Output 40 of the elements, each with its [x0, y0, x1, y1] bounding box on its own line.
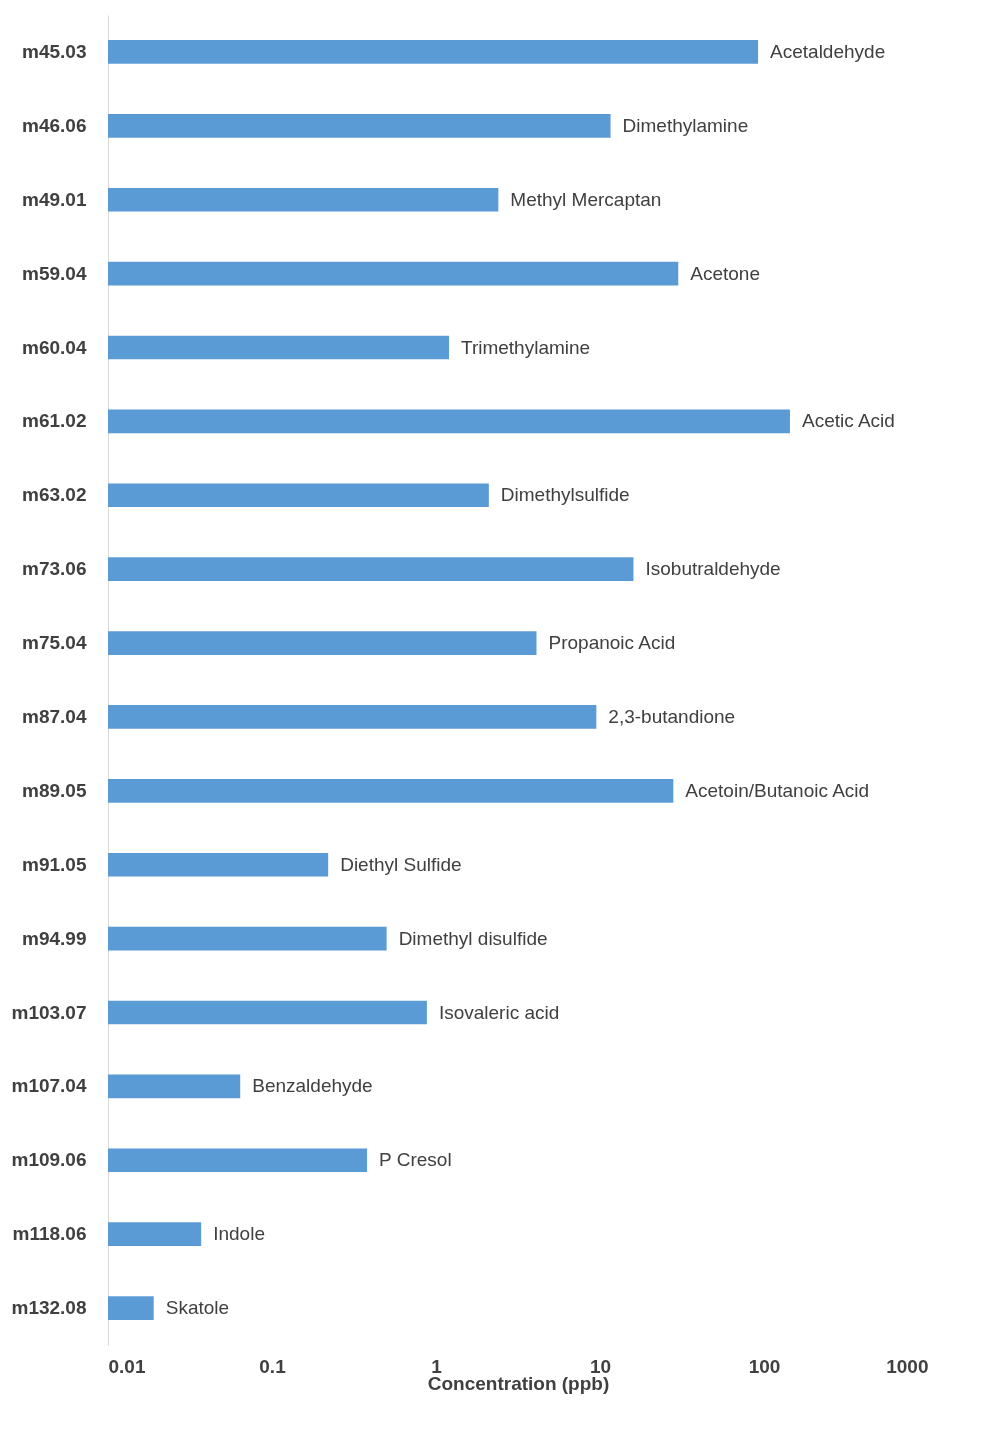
y-tick-label: m45.03 [22, 40, 87, 62]
y-tick-label: m89.05 [22, 779, 87, 801]
x-tick-label: 0.01 [108, 1355, 146, 1377]
y-tick-label: m75.04 [22, 632, 87, 654]
annotation: Indole [213, 1223, 265, 1245]
y-tick-label: m63.02 [22, 484, 87, 506]
y-tick-label: m107.04 [11, 1075, 87, 1097]
y-tick-label: m87.04 [22, 705, 87, 727]
annotation: Propanoic Acid [548, 632, 676, 654]
annotation: Diethyl Sulfide [340, 853, 462, 875]
annotation: Benzaldehyde [252, 1075, 373, 1097]
y-tick-label: m59.04 [22, 262, 87, 284]
y-tick-label: m46.06 [22, 114, 87, 136]
annotation: Acetaldehyde [770, 40, 886, 62]
y-tick-label: m103.07 [11, 1001, 87, 1023]
y-tick-label: m61.02 [22, 410, 87, 432]
annotation: Dimethylsulfide [500, 484, 630, 506]
annotation: Dimethyl disulfide [398, 927, 548, 949]
y-tick-label: m49.01 [22, 188, 87, 210]
x-tick-label: 1000 [886, 1355, 929, 1377]
y-tick-label: m132.08 [11, 1297, 87, 1319]
annotation: Trimethylamine [460, 336, 591, 358]
annotation: 2,3-butandione [608, 705, 736, 727]
y-tick-label: m118.06 [12, 1223, 87, 1245]
y-tick-label: m73.06 [22, 558, 87, 580]
annotation: P Cresol [379, 1149, 452, 1171]
annotation: Dimethylamine [622, 114, 749, 136]
y-tick-label: m94.99 [22, 927, 87, 949]
x-tick-label: 0.1 [259, 1355, 287, 1377]
y-tick-label: m109.06 [11, 1149, 87, 1171]
annotation: Skatole [165, 1297, 230, 1319]
annotation: Acetic Acid [801, 410, 895, 432]
annotation: Isobutraldehyde [645, 558, 781, 580]
x-tick-label: 100 [748, 1355, 781, 1377]
annotation: Isovaleric acid [438, 1001, 560, 1023]
annotation: Methyl Mercaptan [510, 188, 662, 210]
annotation: Acetoin/Butanoic Acid [685, 779, 870, 801]
y-tick-label: m60.04 [22, 336, 87, 358]
y-tick-label: m91.05 [22, 853, 87, 875]
annotation: Acetone [690, 262, 760, 284]
